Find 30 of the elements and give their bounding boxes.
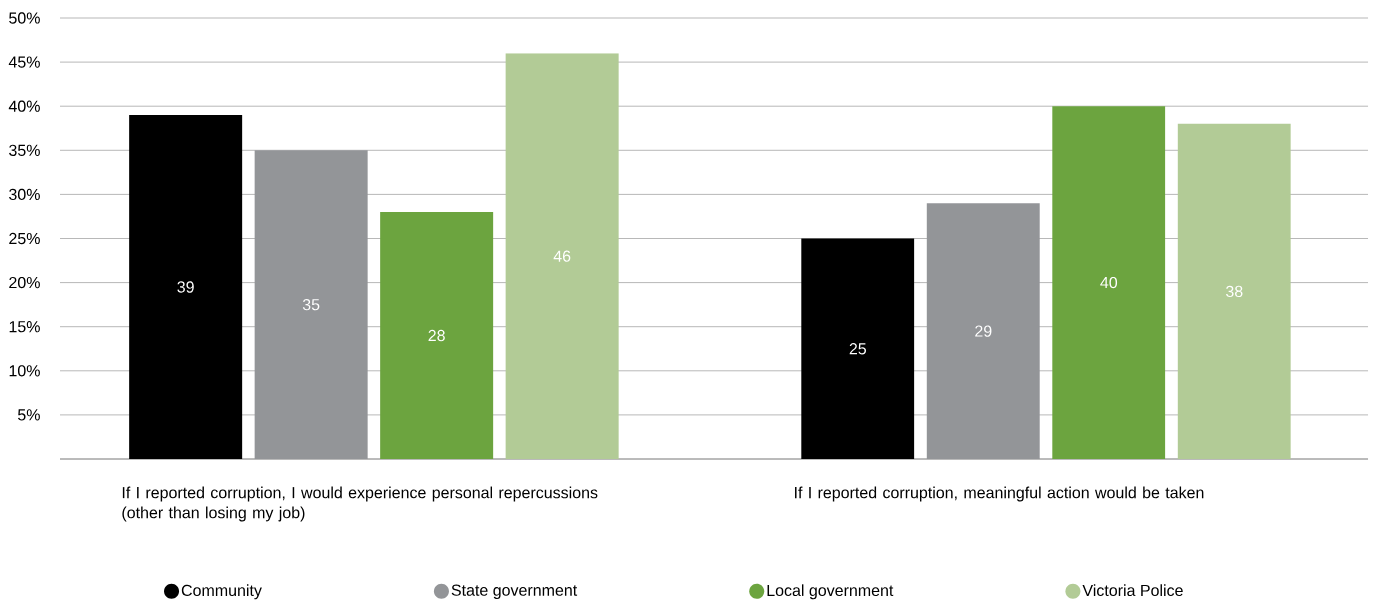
bar — [129, 115, 243, 459]
y-tick-label: 35% — [9, 144, 40, 156]
data-label: 39 — [177, 281, 194, 293]
y-tick-label: 5% — [17, 409, 40, 421]
y-tick-label: 10% — [9, 365, 40, 377]
data-label: 46 — [553, 250, 571, 262]
legend-label: Community — [181, 584, 262, 600]
data-label: 38 — [1226, 285, 1243, 298]
y-tick-label: 15% — [9, 321, 40, 333]
legend-label: State government — [451, 584, 578, 600]
legend-label: Victoria Police — [1082, 584, 1183, 597]
x-tick-label: If I reported corruption, I would experience personal repercussions (other than losing my job) — [122, 486, 598, 522]
data-label: 40 — [1100, 276, 1118, 289]
bar — [1177, 123, 1291, 459]
bar — [380, 212, 494, 459]
y-tick-label: 45% — [8, 56, 40, 68]
y-tick-label: 40% — [8, 100, 40, 112]
legend-label: Local government — [767, 584, 894, 600]
x-tick-label: If I reported corruption, meaningful action would be taken — [795, 486, 1204, 502]
data-label: 28 — [428, 329, 445, 342]
data-label: 25 — [849, 343, 867, 355]
bar — [505, 53, 619, 459]
bar — [801, 238, 915, 459]
y-tick-label: 50% — [9, 12, 40, 24]
data-label: 29 — [975, 325, 992, 337]
y-tick-label: 20% — [9, 276, 40, 289]
data-label: 35 — [302, 298, 320, 311]
y-tick-label: 30% — [9, 188, 40, 201]
y-tick-label: 25% — [9, 232, 40, 245]
bar — [1052, 106, 1166, 459]
